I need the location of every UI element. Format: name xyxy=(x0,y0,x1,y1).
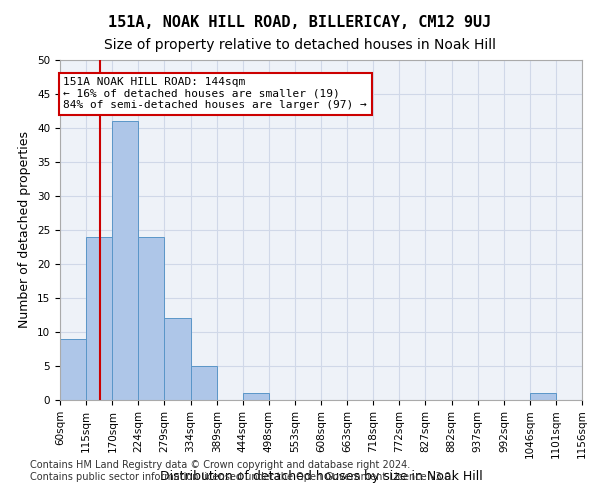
X-axis label: Distribution of detached houses by size in Noak Hill: Distribution of detached houses by size … xyxy=(160,470,482,482)
Bar xyxy=(243,393,269,400)
Bar xyxy=(60,339,86,400)
Bar xyxy=(530,393,556,400)
Bar xyxy=(138,237,164,400)
Bar xyxy=(86,237,112,400)
Bar xyxy=(191,366,217,400)
Bar xyxy=(112,121,138,400)
Y-axis label: Number of detached properties: Number of detached properties xyxy=(19,132,31,328)
Text: Size of property relative to detached houses in Noak Hill: Size of property relative to detached ho… xyxy=(104,38,496,52)
Text: 151A NOAK HILL ROAD: 144sqm
← 16% of detached houses are smaller (19)
84% of sem: 151A NOAK HILL ROAD: 144sqm ← 16% of det… xyxy=(64,77,367,110)
Text: Contains HM Land Registry data © Crown copyright and database right 2024.
Contai: Contains HM Land Registry data © Crown c… xyxy=(30,460,454,481)
Text: 151A, NOAK HILL ROAD, BILLERICAY, CM12 9UJ: 151A, NOAK HILL ROAD, BILLERICAY, CM12 9… xyxy=(109,15,491,30)
Bar xyxy=(164,318,191,400)
